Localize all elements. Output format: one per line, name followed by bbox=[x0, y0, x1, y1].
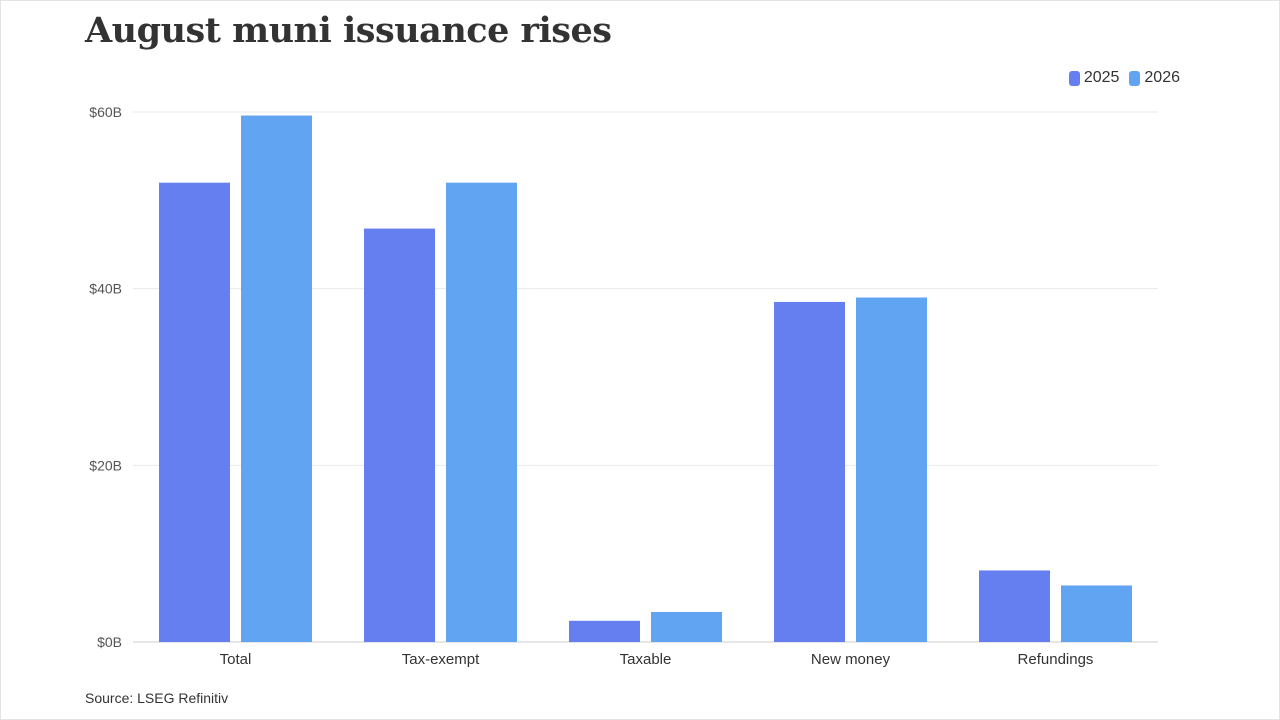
x-tick-label-total: Total bbox=[220, 651, 252, 668]
legend-swatch-2026 bbox=[1129, 70, 1141, 86]
y-tick-label-20: $20B bbox=[89, 457, 122, 473]
legend: 2025 2026 bbox=[1068, 69, 1180, 87]
bar-2026-taxable bbox=[651, 611, 722, 642]
bar-2025-tax-exempt bbox=[364, 228, 435, 642]
bar-2026-new-money bbox=[856, 297, 927, 642]
bar-2026-total bbox=[241, 115, 312, 643]
bar-2025-refundings bbox=[979, 570, 1050, 642]
bar-2026-tax-exempt bbox=[446, 182, 517, 642]
chart-title: August muni issuance rises bbox=[85, 10, 612, 51]
bar-2025-new-money bbox=[774, 301, 845, 642]
legend-item-2026[interactable]: 2026 bbox=[1129, 69, 1180, 87]
legend-label-2025: 2025 bbox=[1083, 69, 1120, 86]
y-tick-label-0: $0B bbox=[97, 634, 122, 650]
bar-2026-refundings bbox=[1061, 585, 1132, 642]
legend-label-2026: 2026 bbox=[1144, 69, 1180, 86]
y-tick-label-60: $60B bbox=[89, 104, 122, 120]
x-tick-label-taxable: Taxable bbox=[620, 651, 672, 668]
x-tick-label-tax-exempt: Tax-exempt bbox=[402, 651, 480, 668]
bar-2025-taxable bbox=[569, 620, 640, 642]
legend-swatch-2025 bbox=[1068, 70, 1080, 86]
x-tick-label-refundings: Refundings bbox=[1018, 651, 1094, 668]
bar-2025-total bbox=[159, 182, 230, 642]
legend-item-2025[interactable]: 2025 bbox=[1068, 69, 1120, 87]
x-tick-label-new-money: New money bbox=[811, 651, 891, 668]
source-note: Source: LSEG Refinitiv bbox=[85, 690, 229, 706]
y-tick-label-40: $40B bbox=[89, 281, 122, 297]
